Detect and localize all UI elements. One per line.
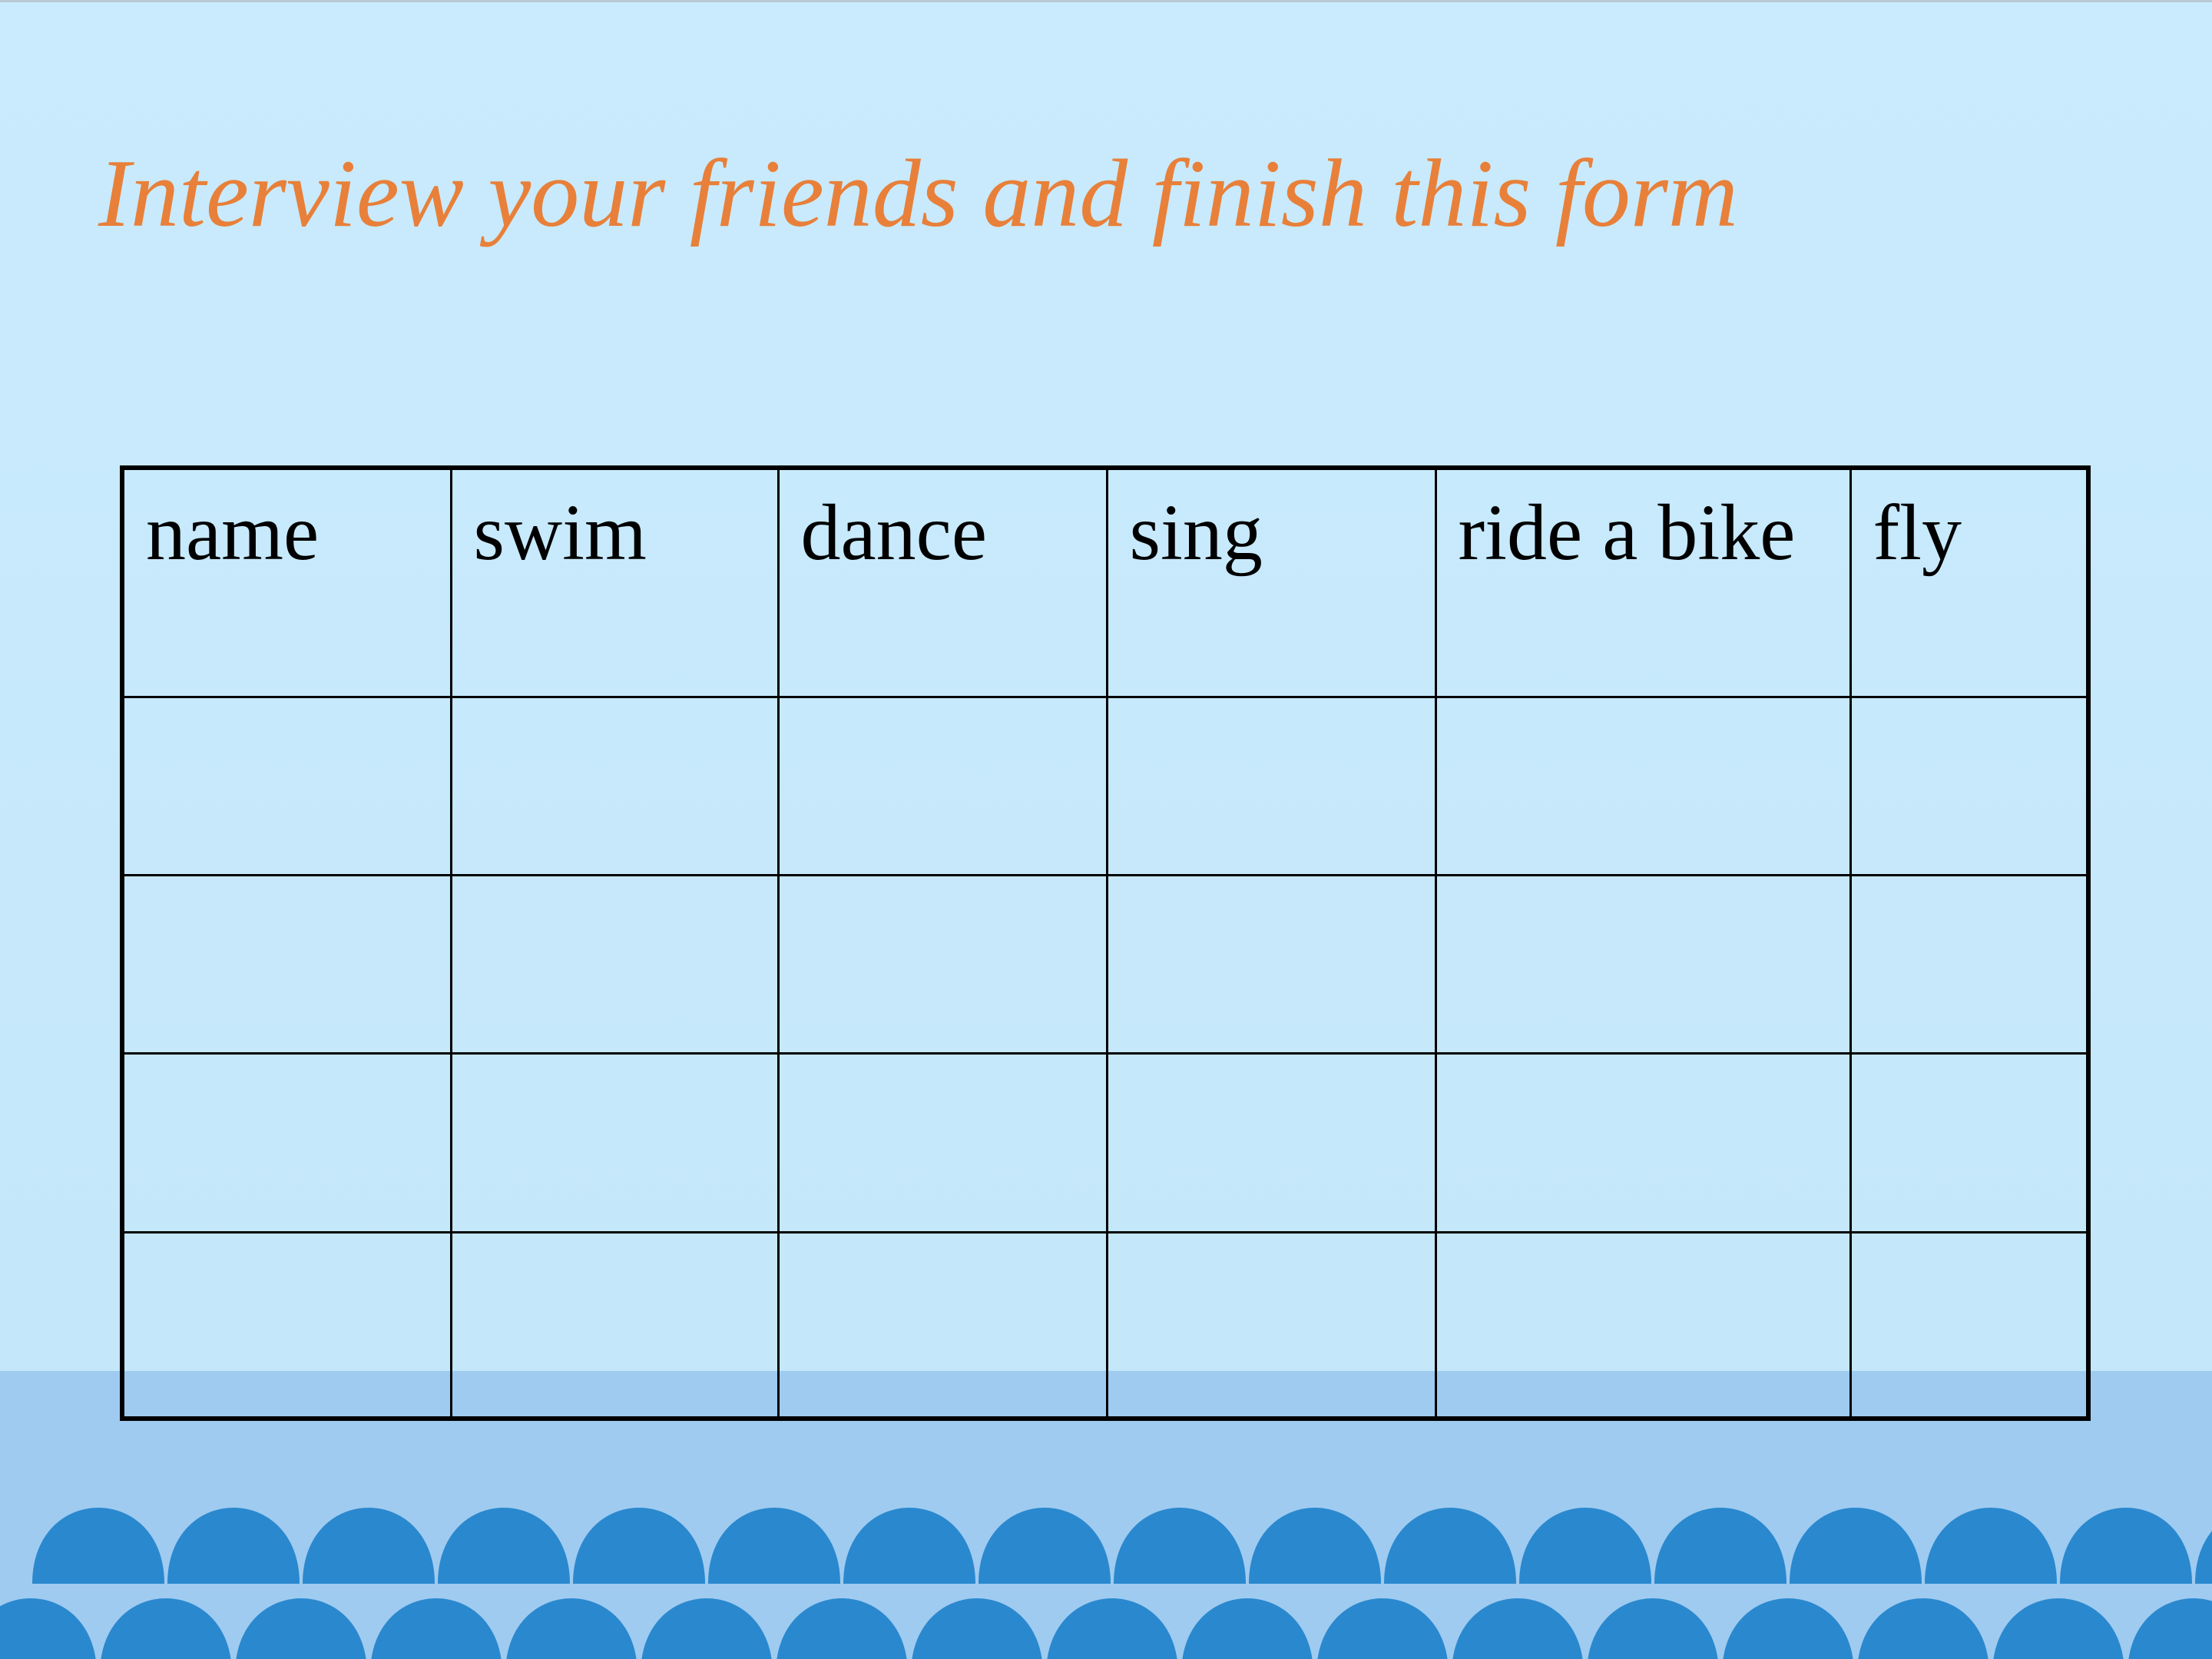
scallop-shape (1452, 1598, 1583, 1659)
header-name: name (121, 466, 452, 698)
scallop-shape (167, 1508, 300, 1584)
scallop-shape (912, 1598, 1042, 1659)
scallop-shape (1317, 1598, 1448, 1659)
table-row (121, 695, 2090, 876)
scallop-shape (371, 1598, 502, 1659)
scallop-shape (2060, 1508, 2192, 1584)
scallop-decoration (0, 1508, 2212, 1659)
table-row (121, 1230, 2090, 1420)
table-cell[interactable] (449, 873, 780, 1055)
table-cell[interactable] (449, 1052, 780, 1233)
scallop-shape (1790, 1508, 1922, 1584)
header-ride-a-bike: ride a bike (1434, 466, 1852, 698)
table-cell[interactable] (121, 1230, 452, 1420)
table-cell[interactable] (777, 1052, 1108, 1233)
scallop-shape (1723, 1598, 1853, 1659)
table-cell[interactable] (121, 873, 452, 1055)
table-cell[interactable] (777, 695, 1108, 876)
table-cell[interactable] (777, 873, 1108, 1055)
scallop-shape (843, 1508, 975, 1584)
scallop-shape (438, 1508, 570, 1584)
scallop-shape (0, 1598, 96, 1659)
table-cell[interactable] (449, 695, 780, 876)
header-sing: sing (1105, 466, 1437, 698)
slide-title: Interview your friends and finish this f… (98, 141, 1738, 247)
scallop-shape (1993, 1598, 2124, 1659)
table-cell[interactable] (121, 695, 452, 876)
table-cell[interactable] (1849, 1052, 2090, 1233)
scallop-shape (777, 1598, 907, 1659)
interview-form-table: name swim dance sing ride a bike fly (120, 465, 2091, 1421)
scallop-shape (1588, 1598, 1718, 1659)
scallop-shape (1384, 1508, 1516, 1584)
header-fly: fly (1849, 466, 2090, 698)
scallop-shape (1182, 1598, 1313, 1659)
scallop-shape (1925, 1508, 2057, 1584)
top-border (0, 0, 2212, 2)
scallop-shape (1858, 1598, 1988, 1659)
table-cell[interactable] (121, 1052, 452, 1233)
table-cell[interactable] (777, 1230, 1108, 1420)
table-cell[interactable] (1849, 873, 2090, 1055)
table-cell[interactable] (1434, 695, 1852, 876)
scallop-shape (2195, 1531, 2212, 1584)
scallop-shape (2128, 1598, 2212, 1659)
table-cell[interactable] (1434, 873, 1852, 1055)
header-row: name swim dance sing ride a bike fly (121, 466, 2090, 698)
scallop-shape (1519, 1508, 1651, 1584)
scallop-shape (1114, 1508, 1246, 1584)
scallop-shape (708, 1508, 840, 1584)
scallop-shape (979, 1508, 1111, 1584)
table-cell[interactable] (1849, 695, 2090, 876)
table-cell[interactable] (449, 1230, 780, 1420)
table-cell[interactable] (1105, 695, 1437, 876)
header-dance: dance (777, 466, 1108, 698)
scallop-shape (573, 1508, 705, 1584)
scallop-shape (641, 1598, 772, 1659)
scallop-shape (303, 1508, 435, 1584)
table-cell[interactable] (1434, 1052, 1852, 1233)
table-cell[interactable] (1105, 1052, 1437, 1233)
table-cell[interactable] (1849, 1230, 2090, 1420)
scallop-shape (506, 1598, 637, 1659)
table-cell[interactable] (1105, 1230, 1437, 1420)
table-row (121, 1052, 2090, 1233)
scallop-shape (1047, 1598, 1177, 1659)
scallop-shape (101, 1598, 231, 1659)
scallop-shape (1654, 1508, 1786, 1584)
scallop-shape (1249, 1508, 1381, 1584)
table-row (121, 873, 2090, 1055)
header-swim: swim (449, 466, 780, 698)
table-cell[interactable] (1105, 873, 1437, 1055)
scallop-shape (32, 1508, 164, 1584)
scallop-shape (236, 1598, 366, 1659)
table-cell[interactable] (1434, 1230, 1852, 1420)
